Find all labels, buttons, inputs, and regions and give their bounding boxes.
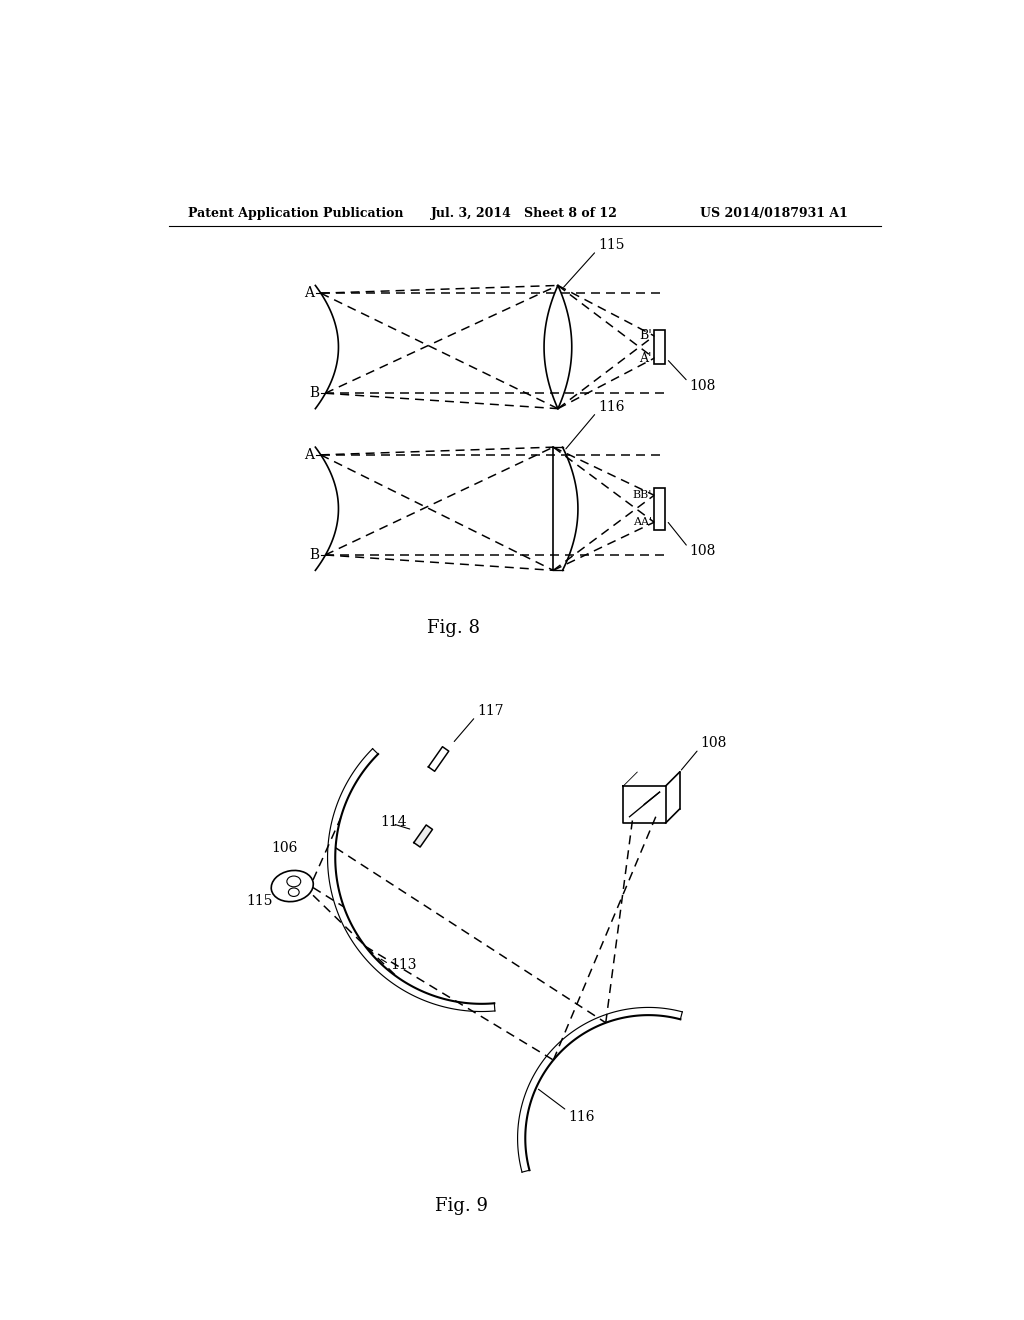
Text: 108: 108 xyxy=(689,544,716,558)
Text: Jul. 3, 2014   Sheet 8 of 12: Jul. 3, 2014 Sheet 8 of 12 xyxy=(431,207,617,220)
Text: 116: 116 xyxy=(598,400,625,414)
Text: 117: 117 xyxy=(477,705,504,718)
Text: 114: 114 xyxy=(381,816,408,829)
Text: BB': BB' xyxy=(633,490,652,500)
Bar xyxy=(654,487,665,529)
Text: 115: 115 xyxy=(247,895,273,908)
Text: A: A xyxy=(304,447,314,462)
Text: B': B' xyxy=(639,330,652,342)
Text: A': A' xyxy=(639,351,652,364)
Text: B: B xyxy=(309,387,319,400)
Text: AA': AA' xyxy=(633,517,652,527)
Text: 115: 115 xyxy=(598,239,625,252)
Text: B: B xyxy=(309,548,319,562)
Ellipse shape xyxy=(271,870,313,902)
Text: 113: 113 xyxy=(390,958,417,973)
Polygon shape xyxy=(414,825,432,847)
Text: Fig. 8: Fig. 8 xyxy=(427,619,480,638)
Text: A: A xyxy=(304,286,314,300)
Ellipse shape xyxy=(289,888,299,896)
Text: Patent Application Publication: Patent Application Publication xyxy=(188,207,403,220)
Text: 108: 108 xyxy=(689,379,716,392)
Text: 116: 116 xyxy=(568,1110,595,1123)
Ellipse shape xyxy=(287,876,301,887)
Text: 108: 108 xyxy=(700,735,727,750)
Text: US 2014/0187931 A1: US 2014/0187931 A1 xyxy=(700,207,848,220)
Text: 106: 106 xyxy=(271,841,298,854)
Text: Fig. 9: Fig. 9 xyxy=(435,1197,488,1214)
Bar xyxy=(654,330,665,364)
